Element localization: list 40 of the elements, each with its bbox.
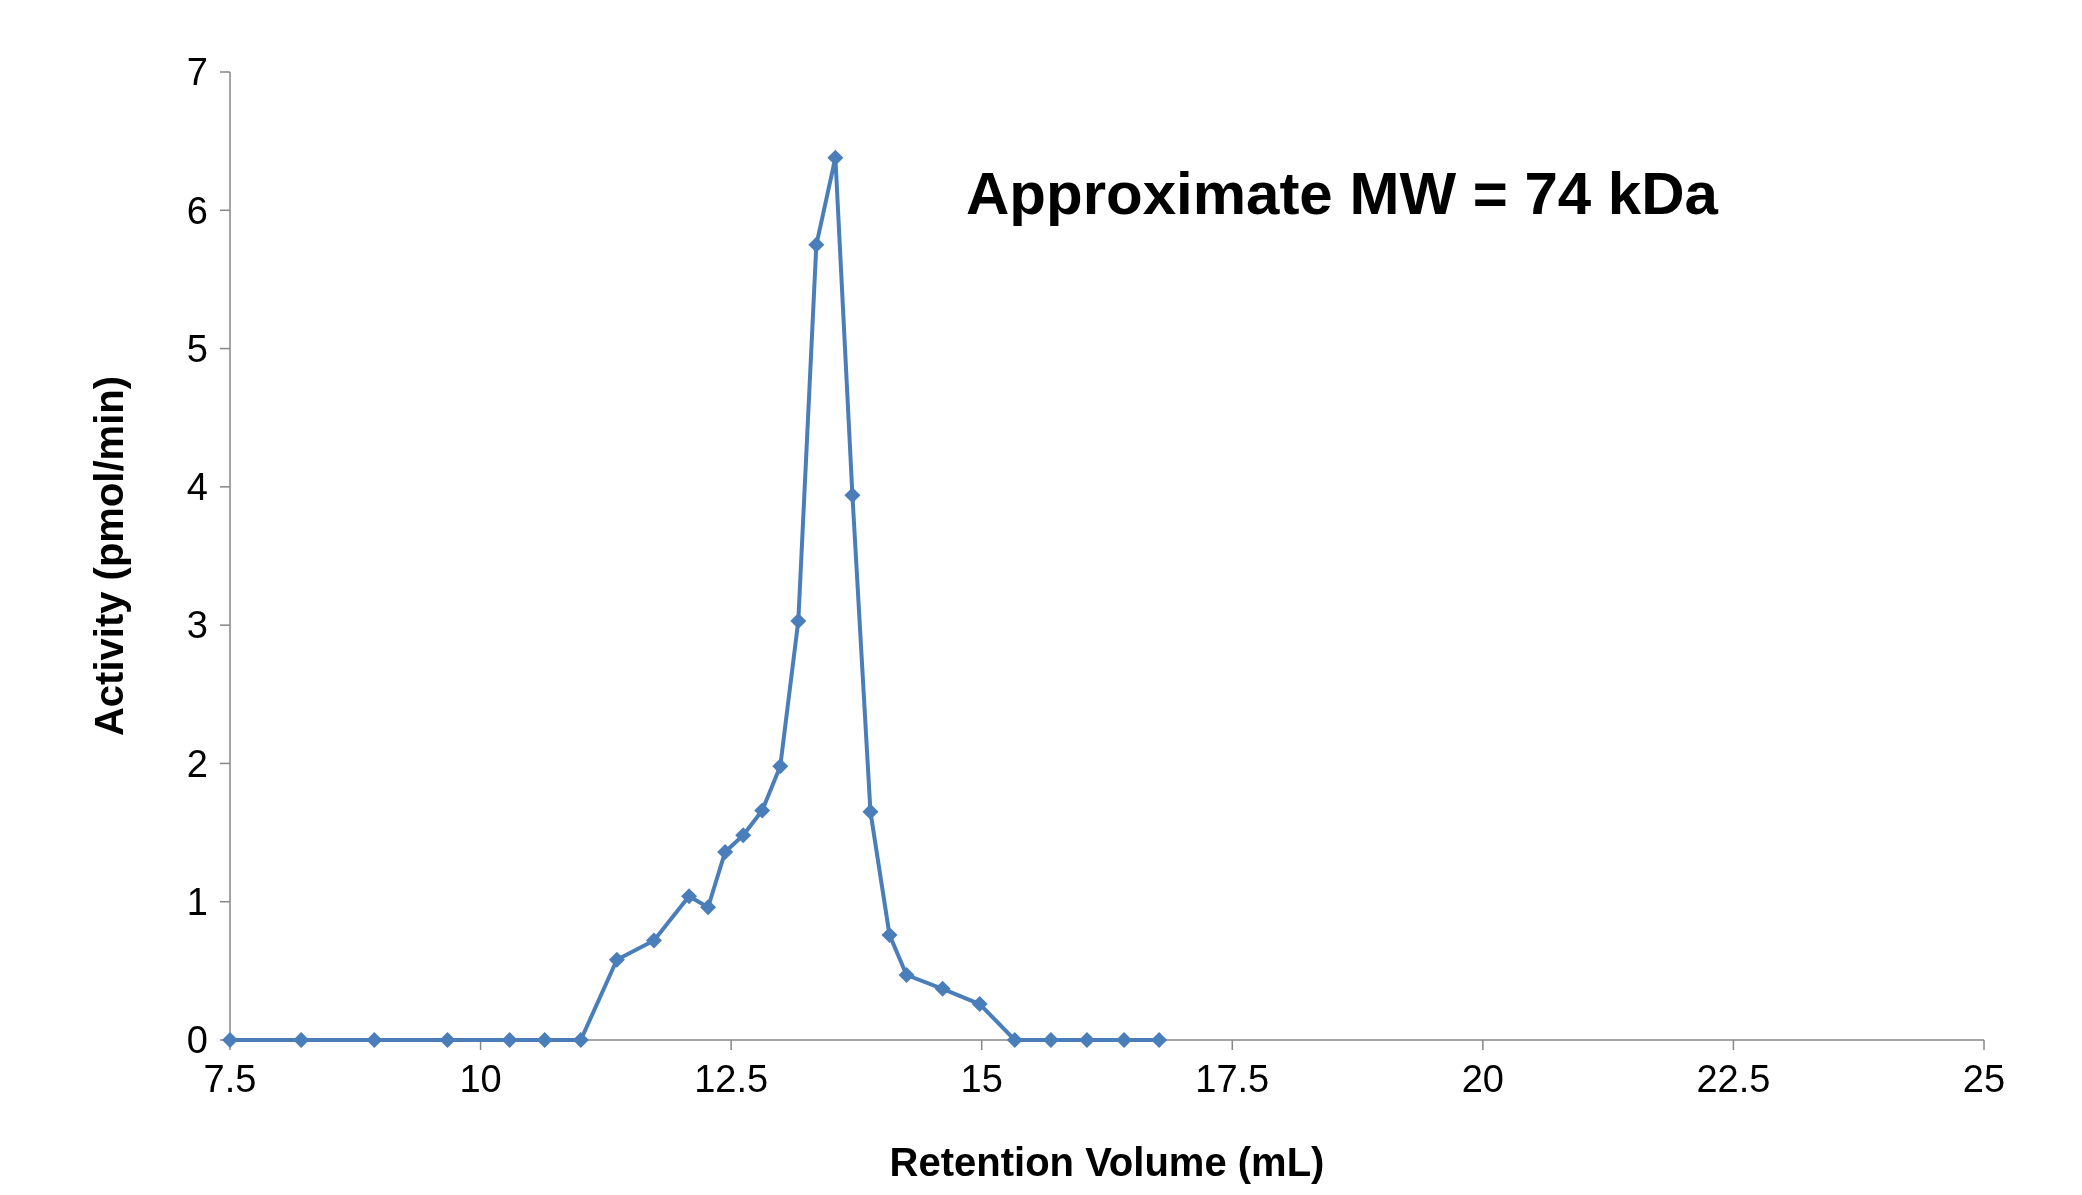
x-tick-label: 17.5 (1195, 1058, 1270, 1100)
point (881, 926, 898, 943)
point (1006, 1032, 1023, 1048)
x-tick-label: 15 (960, 1058, 1003, 1100)
x-tick-label: 12.5 (694, 1058, 769, 1100)
point (790, 612, 807, 629)
point (844, 487, 861, 504)
point (735, 827, 752, 844)
point (934, 980, 951, 997)
point (772, 758, 789, 775)
point (808, 236, 825, 253)
point (501, 1032, 518, 1048)
y-tick-label: 1 (186, 881, 208, 924)
point (717, 843, 734, 860)
x-tick-label: 10 (459, 1058, 502, 1100)
point (862, 803, 879, 820)
x-axis-title: Retention Volume (mL) (889, 1140, 1325, 1184)
annotation: Approximate MW = 74 kDa (966, 160, 1719, 227)
y-tick-label: 4 (186, 466, 208, 509)
point (366, 1032, 383, 1048)
x-tick-label: 20 (1461, 1058, 1504, 1100)
y-tick-label: 5 (186, 327, 208, 370)
y-tick-label: 7 (186, 51, 208, 94)
point (536, 1032, 553, 1048)
point (608, 951, 625, 968)
point (700, 899, 717, 916)
x-tick-label: 25 (1962, 1058, 2006, 1100)
point (898, 967, 915, 984)
point (439, 1032, 456, 1048)
point (681, 888, 698, 905)
point (827, 149, 844, 166)
y-tick-label: 3 (186, 604, 208, 647)
x-tick-label: 22.5 (1696, 1058, 1771, 1100)
point (1151, 1032, 1168, 1048)
y-tick-label: 6 (186, 189, 208, 232)
point (754, 802, 771, 819)
point (971, 996, 988, 1013)
y-axis-title: Activity (pmol/min) (87, 375, 131, 737)
y-tick-label: 2 (186, 742, 208, 785)
point (645, 932, 662, 949)
